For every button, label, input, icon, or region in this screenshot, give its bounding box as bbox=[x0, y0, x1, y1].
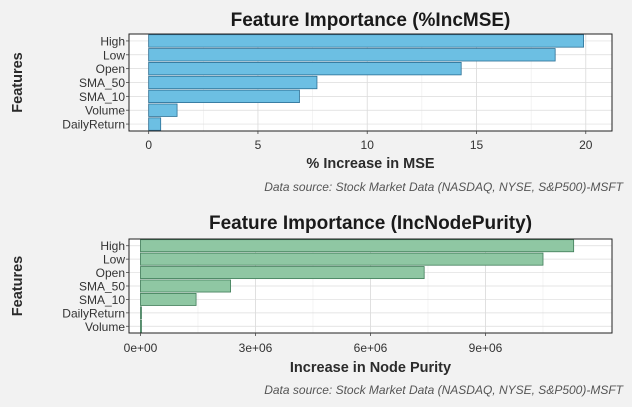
x-axis-label: % Increase in MSE bbox=[306, 156, 434, 172]
chart-panel-1: HighLowOpenSMA_50SMA_10VolumeDailyReturn… bbox=[10, 10, 625, 194]
bar-open bbox=[148, 62, 462, 76]
x-tick-label: 9e+06 bbox=[469, 341, 503, 355]
bar-high bbox=[140, 239, 575, 253]
chart-panel-2: HighLowOpenSMA_50SMA_10DailyReturnVolume… bbox=[10, 213, 625, 397]
chart-title: Feature Importance (%IncMSE) bbox=[231, 10, 511, 31]
y-tick-label: SMA_50 bbox=[79, 280, 125, 294]
y-tick-label: SMA_10 bbox=[79, 293, 125, 307]
y-tick-label: Volume bbox=[85, 320, 125, 334]
x-tick-label: 20 bbox=[579, 138, 593, 152]
bar-sma-50 bbox=[148, 75, 318, 90]
x-axis-label: Increase in Node Purity bbox=[290, 360, 451, 376]
y-tick-label: SMA_50 bbox=[79, 76, 125, 90]
x-tick-label: 0 bbox=[145, 138, 152, 152]
y-axis-label: Features bbox=[10, 256, 26, 316]
y-tick-label: SMA_10 bbox=[79, 90, 125, 104]
x-tick-label: 3e+06 bbox=[239, 341, 273, 355]
y-tick-label: Volume bbox=[85, 104, 125, 118]
chart-caption: Data source: Stock Market Data (NASDAQ, … bbox=[264, 180, 624, 194]
y-tick-label: High bbox=[100, 239, 125, 253]
y-axis-label: Features bbox=[10, 52, 26, 112]
bar-volume bbox=[148, 103, 178, 117]
x-tick-label: 15 bbox=[470, 138, 484, 152]
bar-sma-10 bbox=[148, 89, 300, 103]
y-tick-label: High bbox=[100, 34, 125, 48]
x-tick-label: 10 bbox=[361, 138, 375, 152]
bar-high bbox=[148, 34, 584, 48]
x-tick-label: 5 bbox=[255, 138, 262, 152]
bar-sma-50 bbox=[140, 279, 231, 293]
bar-low bbox=[140, 252, 544, 266]
bar-low bbox=[148, 48, 556, 62]
x-tick-label: 6e+06 bbox=[354, 341, 388, 355]
y-tick-label: Low bbox=[103, 48, 125, 62]
chart-title: Feature Importance (IncNodePurity) bbox=[209, 213, 532, 234]
y-tick-label: Low bbox=[103, 253, 125, 267]
bar-sma-10 bbox=[140, 292, 197, 306]
y-tick-label: Open bbox=[96, 266, 125, 280]
y-tick-label: DailyReturn bbox=[62, 306, 125, 320]
bar-dailyreturn bbox=[148, 117, 162, 131]
x-tick-label: 0e+00 bbox=[124, 341, 158, 355]
bar-dailyreturn bbox=[140, 306, 142, 320]
y-tick-label: DailyReturn bbox=[62, 118, 125, 132]
bar-volume bbox=[140, 319, 142, 333]
bar-open bbox=[140, 266, 425, 280]
y-tick-label: Open bbox=[96, 62, 125, 76]
chart-caption: Data source: Stock Market Data (NASDAQ, … bbox=[264, 383, 624, 397]
